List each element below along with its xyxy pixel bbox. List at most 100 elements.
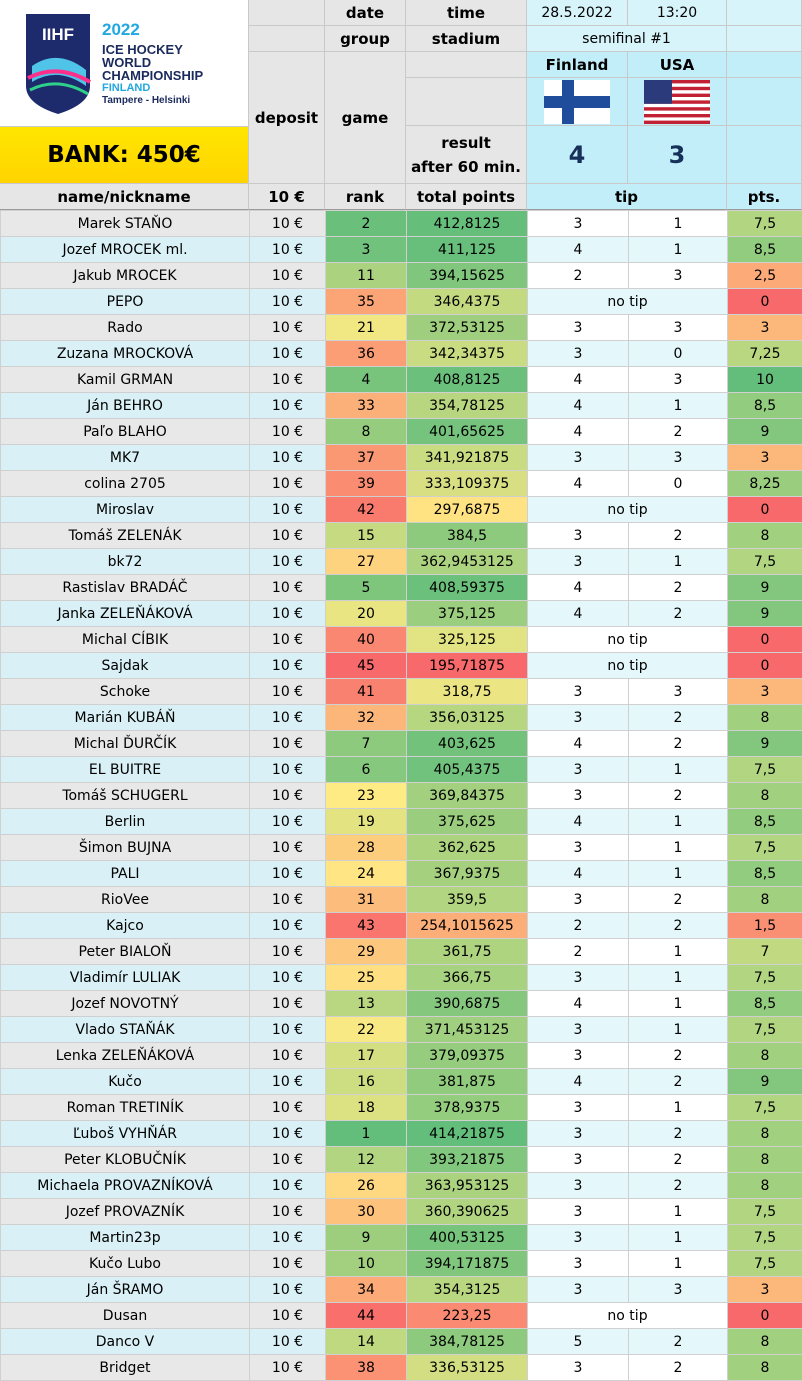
tip-home-value[interactable]: 3 — [528, 1251, 629, 1277]
player-name[interactable]: Schoke — [1, 679, 250, 705]
player-name[interactable]: RioVee — [1, 887, 250, 913]
player-name[interactable]: Jozef PROVAZNÍK — [1, 1199, 250, 1225]
player-name[interactable]: Rastislav BRADÁČ — [1, 575, 250, 601]
pts-value[interactable]: 0 — [728, 497, 802, 523]
rank-value[interactable]: 6 — [326, 757, 407, 783]
rank-value[interactable]: 43 — [326, 913, 407, 939]
tip-home-value[interactable]: 2 — [528, 913, 629, 939]
rank-value[interactable]: 9 — [326, 1225, 407, 1251]
deposit-value[interactable]: 10 € — [250, 289, 326, 315]
total-points-value[interactable]: 375,125 — [407, 601, 528, 627]
total-points-value[interactable]: 412,8125 — [407, 211, 528, 237]
player-name[interactable]: Sajdak — [1, 653, 250, 679]
rank-value[interactable]: 28 — [326, 835, 407, 861]
tip-away-value[interactable]: 2 — [629, 705, 728, 731]
tip-away-value[interactable]: 1 — [629, 1251, 728, 1277]
tip-home-value[interactable]: 3 — [528, 783, 629, 809]
player-name[interactable]: Michal ĎURČÍK — [1, 731, 250, 757]
player-name[interactable]: Janka ZELEŇÁKOVÁ — [1, 601, 250, 627]
tip-home-value[interactable]: 4 — [528, 861, 629, 887]
rank-value[interactable]: 4 — [326, 367, 407, 393]
total-points-value[interactable]: 390,6875 — [407, 991, 528, 1017]
deposit-value[interactable]: 10 € — [250, 549, 326, 575]
pts-value[interactable]: 0 — [728, 1303, 802, 1329]
pts-value[interactable]: 9 — [728, 1069, 802, 1095]
pts-value[interactable]: 1,5 — [728, 913, 802, 939]
no-tip-value[interactable]: no tip — [528, 497, 728, 523]
rank-value[interactable]: 19 — [326, 809, 407, 835]
tip-home-value[interactable]: 2 — [528, 939, 629, 965]
tip-home-value[interactable]: 4 — [528, 419, 629, 445]
tip-home-value[interactable]: 3 — [528, 315, 629, 341]
rank-value[interactable]: 8 — [326, 419, 407, 445]
tip-home-value[interactable]: 3 — [528, 1147, 629, 1173]
rank-value[interactable]: 36 — [326, 341, 407, 367]
deposit-value[interactable]: 10 € — [250, 1329, 326, 1355]
tip-away-value[interactable]: 2 — [629, 913, 728, 939]
total-points-value[interactable]: 356,03125 — [407, 705, 528, 731]
tip-home-value[interactable]: 4 — [528, 367, 629, 393]
total-points-value[interactable]: 341,921875 — [407, 445, 528, 471]
tip-home-value[interactable]: 3 — [528, 1173, 629, 1199]
deposit-value[interactable]: 10 € — [250, 1147, 326, 1173]
tip-away-value[interactable]: 0 — [629, 341, 728, 367]
pts-value[interactable]: 7,5 — [728, 211, 802, 237]
tip-away-value[interactable]: 3 — [629, 367, 728, 393]
player-name[interactable]: Michaela PROVAZNÍKOVÁ — [1, 1173, 250, 1199]
rank-value[interactable]: 30 — [326, 1199, 407, 1225]
deposit-value[interactable]: 10 € — [250, 705, 326, 731]
pts-value[interactable]: 2,5 — [728, 263, 802, 289]
deposit-value[interactable]: 10 € — [250, 601, 326, 627]
total-points-value[interactable]: 405,4375 — [407, 757, 528, 783]
tip-home-value[interactable]: 3 — [528, 1277, 629, 1303]
deposit-value[interactable]: 10 € — [250, 783, 326, 809]
tip-home-value[interactable]: 3 — [528, 835, 629, 861]
rank-value[interactable]: 38 — [326, 1355, 407, 1381]
rank-value[interactable]: 29 — [326, 939, 407, 965]
total-points-value[interactable]: 195,71875 — [407, 653, 528, 679]
pts-value[interactable]: 7,5 — [728, 1095, 802, 1121]
pts-value[interactable]: 3 — [728, 679, 802, 705]
rank-value[interactable]: 3 — [326, 237, 407, 263]
deposit-value[interactable]: 10 € — [250, 1095, 326, 1121]
deposit-value[interactable]: 10 € — [250, 1017, 326, 1043]
total-points-value[interactable]: 297,6875 — [407, 497, 528, 523]
pts-value[interactable]: 7,5 — [728, 549, 802, 575]
deposit-value[interactable]: 10 € — [250, 471, 326, 497]
deposit-value[interactable]: 10 € — [250, 1121, 326, 1147]
tip-home-value[interactable]: 3 — [528, 1017, 629, 1043]
tip-home-value[interactable]: 3 — [528, 965, 629, 991]
deposit-value[interactable]: 10 € — [250, 653, 326, 679]
pts-value[interactable]: 7,5 — [728, 1199, 802, 1225]
tip-away-value[interactable]: 2 — [629, 601, 728, 627]
player-name[interactable]: Kučo — [1, 1069, 250, 1095]
total-points-value[interactable]: 400,53125 — [407, 1225, 528, 1251]
no-tip-value[interactable]: no tip — [528, 653, 728, 679]
tip-away-value[interactable]: 0 — [629, 471, 728, 497]
total-points-value[interactable]: 401,65625 — [407, 419, 528, 445]
player-name[interactable]: Lenka ZELEŇÁKOVÁ — [1, 1043, 250, 1069]
player-name[interactable]: Dusan — [1, 1303, 250, 1329]
total-points-value[interactable]: 363,953125 — [407, 1173, 528, 1199]
pts-value[interactable]: 8,5 — [728, 861, 802, 887]
tip-away-value[interactable]: 3 — [629, 1277, 728, 1303]
pts-value[interactable]: 8 — [728, 523, 802, 549]
total-points-value[interactable]: 354,3125 — [407, 1277, 528, 1303]
player-name[interactable]: bk72 — [1, 549, 250, 575]
pts-value[interactable]: 7,5 — [728, 835, 802, 861]
tip-home-value[interactable]: 4 — [528, 471, 629, 497]
deposit-value[interactable]: 10 € — [250, 445, 326, 471]
tip-away-value[interactable]: 1 — [629, 757, 728, 783]
deposit-value[interactable]: 10 € — [250, 887, 326, 913]
rank-value[interactable]: 10 — [326, 1251, 407, 1277]
deposit-value[interactable]: 10 € — [250, 1355, 326, 1381]
rank-value[interactable]: 21 — [326, 315, 407, 341]
player-name[interactable]: Kučo Lubo — [1, 1251, 250, 1277]
player-name[interactable]: Danco V — [1, 1329, 250, 1355]
player-name[interactable]: Ján ŠRAMO — [1, 1277, 250, 1303]
rank-value[interactable]: 14 — [326, 1329, 407, 1355]
tip-home-value[interactable]: 3 — [528, 887, 629, 913]
tip-away-value[interactable]: 2 — [629, 1355, 728, 1381]
deposit-value[interactable]: 10 € — [250, 211, 326, 237]
tip-away-value[interactable]: 2 — [629, 1069, 728, 1095]
